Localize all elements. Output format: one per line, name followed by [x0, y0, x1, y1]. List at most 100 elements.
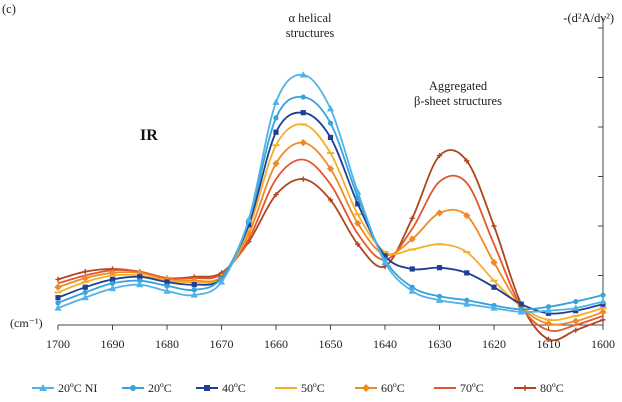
- data-point: [54, 304, 62, 311]
- data-point: [204, 385, 210, 391]
- data-point: [408, 235, 416, 243]
- data-point: [246, 222, 252, 228]
- data-point: [327, 197, 334, 203]
- x-tick-label: 1650: [319, 337, 343, 351]
- data-point: [362, 384, 370, 392]
- data-point: [409, 284, 415, 290]
- legend-item: 70ºC: [434, 381, 484, 395]
- data-point: [130, 385, 136, 391]
- data-point: [299, 139, 307, 147]
- data-point: [572, 317, 580, 325]
- data-point: [600, 317, 606, 323]
- x-tick-labels: 1700 1690 1680 1670 1660 1650 1640 1630 1620 1610…: [46, 337, 615, 351]
- chart-axes: [57, 18, 604, 330]
- legend-item: 60ºC: [355, 381, 405, 395]
- annotation-line: β-sheet structures: [414, 94, 502, 108]
- data-point: [544, 320, 553, 328]
- data-point: [191, 282, 197, 288]
- data-point: [573, 308, 579, 314]
- data-point: [81, 294, 89, 301]
- series-20-c-ni: [54, 71, 607, 315]
- data-point: [326, 165, 335, 173]
- data-point: [163, 287, 171, 294]
- series-line: [57, 158, 604, 332]
- data-point: [82, 268, 88, 275]
- data-point: [355, 241, 361, 247]
- data-point: [436, 265, 443, 271]
- data-point: [217, 278, 226, 285]
- x-tick-label: 1600: [591, 337, 615, 351]
- data-point: [355, 201, 361, 207]
- x-tick-label: 1610: [537, 337, 561, 351]
- data-point: [272, 159, 280, 168]
- series-50-c: [54, 123, 607, 322]
- annotation-line: Aggregated: [429, 79, 488, 93]
- data-point: [245, 215, 253, 223]
- annotation-1: α helical structures: [286, 11, 335, 40]
- data-point: [137, 278, 143, 284]
- legend-item: 20ºC: [122, 381, 172, 395]
- data-point: [273, 129, 279, 135]
- data-point: [137, 274, 143, 280]
- data-point: [490, 258, 498, 267]
- data-point: [491, 284, 497, 290]
- data-point: [490, 304, 498, 311]
- legend-item: 80ºC: [514, 381, 564, 395]
- legend-label: 20ºC NI: [58, 381, 97, 395]
- data-point: [82, 284, 88, 290]
- data-point: [39, 384, 47, 391]
- legend-label: 20ºC: [148, 381, 172, 395]
- data-point: [55, 295, 61, 301]
- data-point: [327, 134, 334, 141]
- data-point: [573, 298, 579, 305]
- data-point: [435, 209, 444, 217]
- legend-item: 20ºC NI: [32, 381, 97, 395]
- legend-label: 80ºC: [540, 381, 564, 395]
- data-point: [518, 301, 524, 307]
- data-point: [464, 158, 470, 164]
- data-point: [273, 192, 279, 198]
- series-60-c: [54, 139, 607, 328]
- data-point: [409, 215, 415, 221]
- data-point: [572, 304, 580, 311]
- data-point: [164, 279, 170, 285]
- data-point: [54, 283, 62, 291]
- data-point: [326, 105, 335, 112]
- data-point: [463, 211, 471, 220]
- annotation-line: structures: [286, 26, 335, 40]
- x-tick-label: 1700: [46, 337, 70, 351]
- data-point: [272, 98, 280, 105]
- annotation-2: Aggregated β-sheet structures: [414, 79, 502, 108]
- x-tick-label: 1660: [264, 337, 288, 351]
- x-tick-label: 1690: [101, 337, 125, 351]
- data-point: [300, 110, 306, 116]
- data-point: [599, 308, 607, 316]
- x-axis-label: (cm⁻¹): [10, 316, 43, 330]
- legend-item: 50ºC: [275, 381, 325, 395]
- data-point: [436, 153, 443, 159]
- data-point: [517, 308, 525, 315]
- data-point: [464, 297, 470, 303]
- data-point: [354, 188, 362, 195]
- data-point: [164, 283, 170, 289]
- data-point: [108, 269, 117, 277]
- data-point: [82, 289, 88, 296]
- data-point: [599, 297, 607, 305]
- data-point: [463, 300, 471, 307]
- data-point: [136, 269, 144, 277]
- data-point: [545, 336, 552, 342]
- data-point: [409, 266, 415, 272]
- data-point: [600, 301, 606, 307]
- x-tick-label: 1670: [210, 337, 234, 351]
- data-point: [522, 385, 528, 391]
- data-point: [491, 223, 497, 229]
- ir-inset-label: IR: [140, 127, 158, 144]
- data-point: [545, 304, 552, 310]
- data-point: [464, 270, 470, 276]
- legend-label: 50ºC: [301, 381, 325, 395]
- annotations: α helical structures Aggregated β-sheet str…: [286, 11, 502, 108]
- data-point: [273, 115, 279, 121]
- data-point: [436, 293, 443, 299]
- series-40-c: [55, 110, 606, 316]
